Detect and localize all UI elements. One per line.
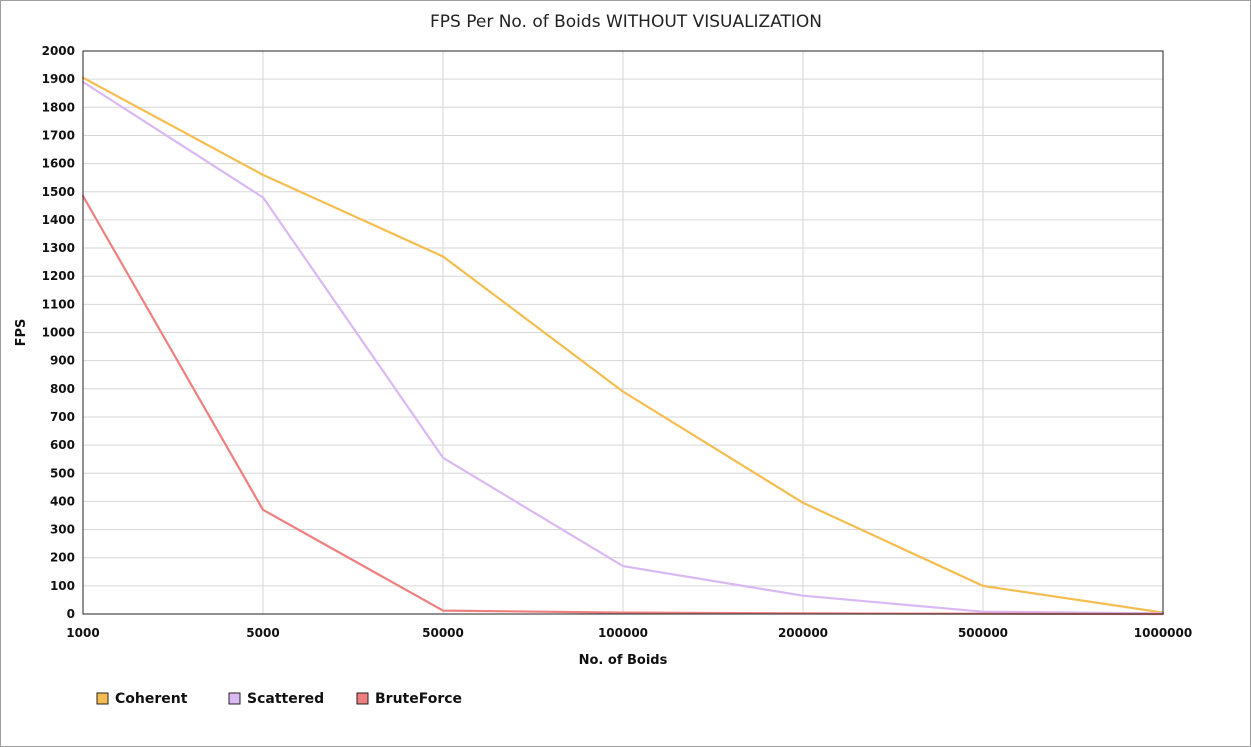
chart-title: FPS Per No. of Boids WITHOUT VISUALIZATI…	[430, 12, 822, 32]
x-axis-label: No. of Boids	[579, 653, 668, 668]
x-tick-label: 100000	[598, 626, 648, 640]
y-tick-label: 1900	[42, 72, 75, 86]
y-tick-label: 1600	[42, 157, 75, 171]
y-axis-ticks: 0 100 200 300 400 500 600 700 800 900 1000 1100 1200…	[42, 44, 75, 621]
x-tick-label: 1000	[66, 626, 99, 640]
y-tick-label: 200	[50, 551, 75, 565]
x-tick-label: 200000	[778, 626, 828, 640]
y-tick-label: 600	[50, 438, 75, 452]
grid-lines	[83, 51, 1163, 614]
y-tick-label: 1300	[42, 241, 75, 255]
legend-label-scattered: Scattered	[247, 691, 324, 707]
y-tick-label: 1400	[42, 213, 75, 227]
x-axis-ticks: 1000 5000 50000 100000 200000 500000 1000000	[66, 626, 1192, 640]
y-tick-label: 900	[50, 354, 75, 368]
x-tick-label: 500000	[958, 626, 1008, 640]
series-line-scattered	[81, 80, 1165, 615]
y-tick-label: 300	[50, 523, 75, 537]
y-tick-label: 100	[50, 579, 75, 593]
legend-label-coherent: Coherent	[115, 691, 188, 707]
y-tick-label: 1000	[42, 326, 75, 340]
y-tick-label: 2000	[42, 44, 75, 58]
y-tick-label: 800	[50, 382, 75, 396]
legend-swatch-bruteforce	[356, 692, 369, 705]
y-tick-label: 1500	[42, 185, 75, 199]
y-tick-label: 1700	[42, 128, 75, 142]
legend-swatch-scattered	[228, 692, 241, 705]
x-tick-label: 50000	[422, 626, 464, 640]
y-tick-label: 1800	[42, 100, 75, 114]
y-tick-label: 400	[50, 494, 75, 508]
plot-area-border	[82, 50, 1164, 615]
legend: Coherent Scattered BruteForce	[96, 691, 462, 707]
x-tick-label: 5000	[246, 626, 279, 640]
y-tick-label: 500	[50, 466, 75, 480]
y-axis-label: FPS	[14, 319, 29, 347]
x-tick-label: 1000000	[1134, 626, 1192, 640]
series-line-coherent	[81, 76, 1165, 614]
y-tick-label: 1200	[42, 269, 75, 283]
y-tick-label: 1100	[42, 297, 75, 311]
legend-swatch-coherent	[96, 692, 109, 705]
y-tick-label: 0	[67, 607, 75, 621]
legend-label-bruteforce: BruteForce	[375, 691, 462, 707]
y-tick-label: 700	[50, 410, 75, 424]
